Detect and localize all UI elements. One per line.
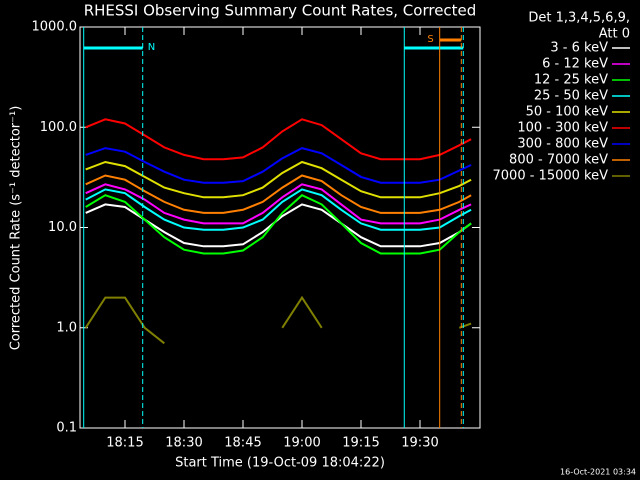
interval-label: S xyxy=(427,34,433,45)
y-tick-label: 1000.0 xyxy=(32,20,78,35)
legend-label: 7000 - 15000 keV xyxy=(493,169,609,184)
series-line xyxy=(85,194,472,255)
footer: 16-Oct-2021 03:34 xyxy=(560,468,636,477)
series-line xyxy=(85,118,472,161)
interval-label: N xyxy=(148,42,155,53)
y-axis-label: Corrected Count Rate (s⁻¹ detector⁻¹) xyxy=(9,106,24,351)
series-line xyxy=(85,183,472,225)
x-tick-label: 19:15 xyxy=(342,436,379,451)
series-line xyxy=(85,174,472,214)
y-tick-label: 0.1 xyxy=(56,421,77,436)
x-tick-label: 19:30 xyxy=(401,436,438,451)
chart-title: RHESSI Observing Summary Count Rates, Co… xyxy=(84,2,477,20)
x-axis-label: Start Time (19-Oct-09 18:04:22) xyxy=(175,456,385,471)
series-line xyxy=(85,160,472,199)
legend-label: 800 - 7000 keV xyxy=(509,153,608,168)
y-tick-label: 100.0 xyxy=(40,120,77,135)
y-tick-label: 1.0 xyxy=(56,320,77,335)
series-line xyxy=(85,188,472,231)
x-tick-label: 18:45 xyxy=(224,436,261,451)
legend-title: Att 0 xyxy=(599,27,630,42)
legend-label: 100 - 300 keV xyxy=(517,121,608,136)
x-tick-label: 18:15 xyxy=(106,436,143,451)
series-line xyxy=(85,147,472,184)
x-tick-label: 19:00 xyxy=(283,436,320,451)
legend-label: 3 - 6 keV xyxy=(550,41,608,56)
legend-label: 25 - 50 keV xyxy=(534,89,608,104)
legend-label: 50 - 100 keV xyxy=(526,105,609,120)
x-tick-label: 18:30 xyxy=(165,436,202,451)
legend-label: 6 - 12 keV xyxy=(542,57,608,72)
legend-title: Det 1,3,4,5,6,9, xyxy=(528,11,630,26)
legend-label: 300 - 800 keV xyxy=(517,137,608,152)
y-tick-label: 10.0 xyxy=(48,220,77,235)
series-line xyxy=(85,203,472,248)
legend-label: 12 - 25 keV xyxy=(534,73,608,88)
